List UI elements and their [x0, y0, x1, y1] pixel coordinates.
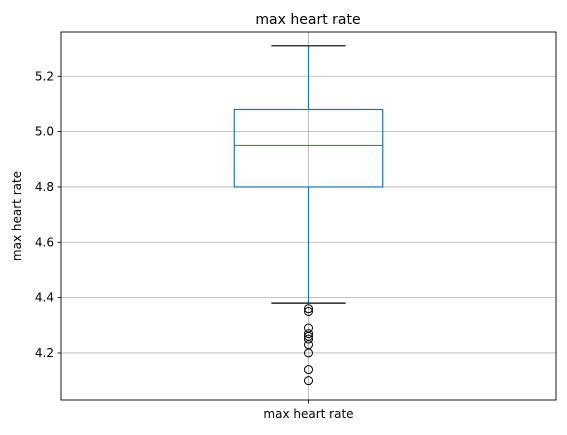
plot-frame [60, 31, 557, 401]
y-axis-label: max heart rate [10, 171, 24, 261]
outlier-point [304, 348, 313, 358]
outlier-point [304, 306, 313, 316]
outlier-point [304, 334, 313, 344]
outlier-point [304, 376, 313, 386]
x-tick-label: max heart rate [263, 407, 353, 421]
iqr-box [233, 108, 384, 188]
y-tick-label: 4.8 [35, 180, 54, 194]
y-tick-label: 4.4 [35, 291, 54, 305]
y-tick-label: 5.2 [35, 69, 54, 83]
y-tick-label: 4.2 [35, 346, 54, 360]
y-tick-label: 5.0 [35, 125, 54, 139]
chart-title: max heart rate [255, 12, 360, 28]
y-tick-label: 4.6 [35, 235, 54, 249]
x-axis-ticks: max heart rate [263, 400, 354, 421]
outlier-point [304, 365, 313, 375]
y-axis-ticks: 4.2 4.4 4.6 4.8 5.0 5.2 [35, 69, 61, 360]
outlier-point [304, 329, 313, 339]
outlier-point [304, 304, 313, 314]
boxplot [233, 45, 384, 386]
